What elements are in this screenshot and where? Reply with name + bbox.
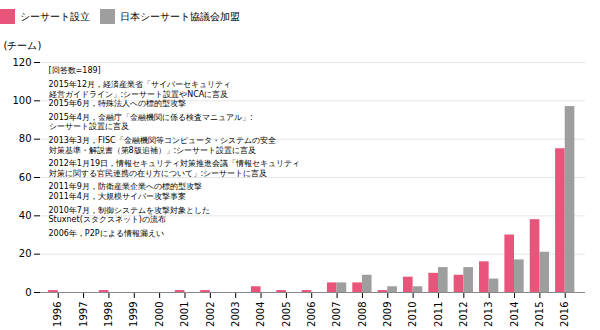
svg-text:2004: 2004 <box>255 302 266 327</box>
svg-text:2016: 2016 <box>559 302 570 327</box>
svg-text:2006: 2006 <box>306 302 317 327</box>
svg-text:1998: 1998 <box>103 302 114 327</box>
svg-text:40: 40 <box>19 210 32 221</box>
html-text:日本シーサート協議会加盟: 日本シーサート協議会加盟 <box>120 9 240 23</box>
svg-text:2015: 2015 <box>534 302 545 327</box>
svg-text:2013年3月，FISC「金融機関等コンピュータ・システムの: 2013年3月，FISC「金融機関等コンピュータ・システムの安全対策基準・解説書… <box>49 136 276 155</box>
svg-text:2006年，P2Pによる情報漏えい: 2006年，P2Pによる情報漏えい <box>49 229 164 238</box>
svg-text:2002: 2002 <box>205 302 216 327</box>
svg-text:120: 120 <box>12 57 31 68</box>
svg-text:1999: 1999 <box>128 302 139 327</box>
svg-text:60: 60 <box>19 172 32 183</box>
svg-text:2012: 2012 <box>458 302 469 327</box>
svg-text:1996: 1996 <box>52 302 63 327</box>
svg-text:2011年9月，防衛産業企業への標的型攻撃2011年4月，大: 2011年9月，防衛産業企業への標的型攻撃2011年4月，大規模サイバー攻撃事案 <box>49 182 202 201</box>
svg-text:2010年7月，制御システムを攻撃対象としたStuxnet(: 2010年7月，制御システムを攻撃対象としたStuxnet(スタクスネット)の流… <box>49 206 210 225</box>
svg-text:2001: 2001 <box>179 302 190 327</box>
svg-text:2003: 2003 <box>230 302 241 327</box>
svg-text:0: 0 <box>25 287 31 298</box>
svg-text:2015年4月，金融庁「金融機関に係る検査マニュアル」:シー: 2015年4月，金融庁「金融機関に係る検査マニュアル」:シーサート設置に言及 <box>49 113 253 132</box>
svg-text:20: 20 <box>19 248 32 259</box>
svg-text:(チーム): (チーム) <box>4 40 42 51</box>
svg-text:2013: 2013 <box>483 302 494 327</box>
svg-text:2010: 2010 <box>407 302 418 327</box>
svg-text:2000: 2000 <box>154 302 165 327</box>
svg-text:2009: 2009 <box>382 302 393 327</box>
svg-text:2008: 2008 <box>357 302 368 327</box>
svg-text:2005: 2005 <box>281 302 292 327</box>
svg-text:80: 80 <box>19 133 32 144</box>
svg-text:2012年1月19日，情報セキュリティ対策推進会議「情報セキ: 2012年1月19日，情報セキュリティ対策推進会議「情報セキュリティ対策に関する… <box>49 159 301 178</box>
html-text:シーサート設立: シーサート設立 <box>20 9 90 23</box>
svg-text:100: 100 <box>12 95 31 106</box>
svg-text:[回答数=189]: [回答数=189] <box>49 66 101 75</box>
svg-text:2011: 2011 <box>433 302 444 327</box>
svg-text:2014: 2014 <box>509 302 520 327</box>
svg-text:2015年12月，経済産業省「サイバーセキュリティ経営ガイド: 2015年12月，経済産業省「サイバーセキュリティ経営ガイドライン」:シーサート… <box>48 80 232 108</box>
svg-text:1997: 1997 <box>78 302 89 327</box>
svg-text:2007: 2007 <box>331 302 342 327</box>
